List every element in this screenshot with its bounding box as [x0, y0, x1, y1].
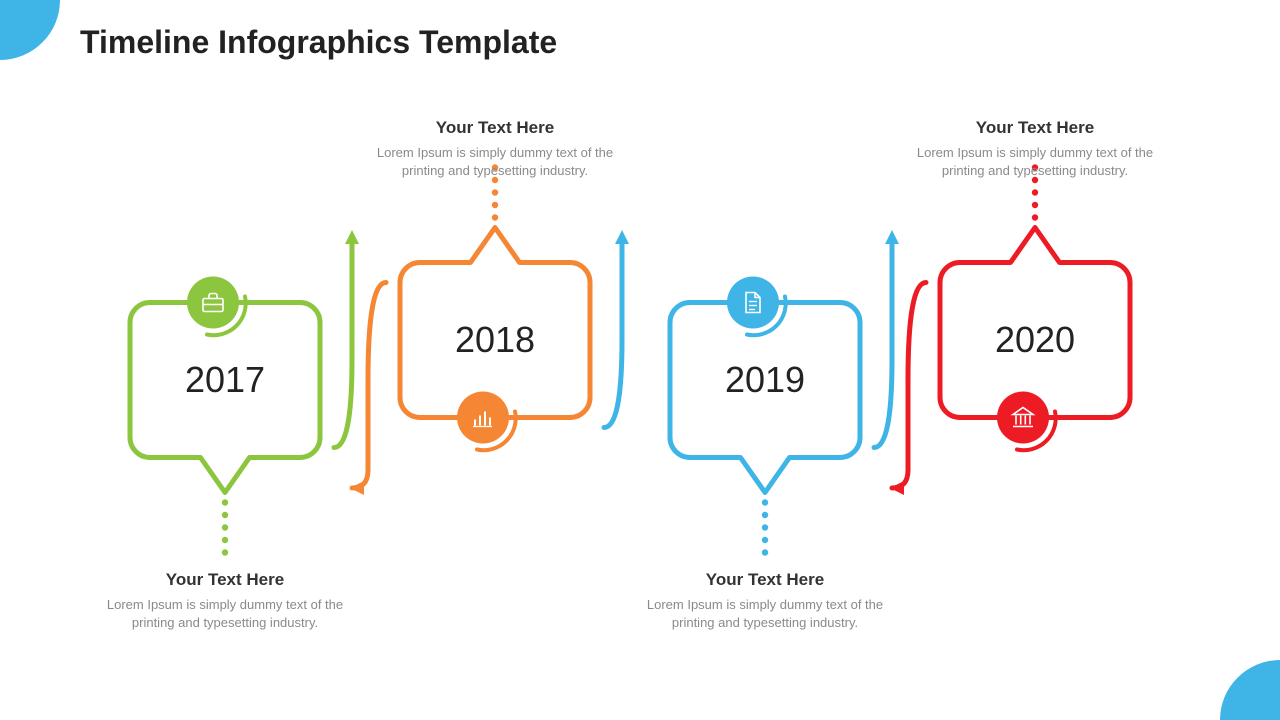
connector-arrow — [334, 242, 352, 448]
trail-dot — [1032, 202, 1038, 208]
trail-dot — [762, 512, 768, 518]
trail-dot — [762, 524, 768, 530]
chart-icon-bg — [457, 392, 509, 444]
connector-arrow — [604, 242, 622, 428]
trail-dot — [222, 499, 228, 505]
trail-dot — [492, 189, 498, 195]
caption-heading: Your Text Here — [95, 570, 355, 590]
timeline-year: 2019 — [725, 359, 805, 400]
timeline-year: 2017 — [185, 359, 265, 400]
caption-heading: Your Text Here — [905, 118, 1165, 138]
trail-dot — [762, 499, 768, 505]
trail-dot — [762, 537, 768, 543]
timeline-year: 2020 — [995, 319, 1075, 360]
timeline-caption: Your Text Here Lorem Ipsum is simply dumm… — [905, 118, 1165, 180]
trail-dot — [222, 537, 228, 543]
caption-body: Lorem Ipsum is simply dummy text of the … — [910, 144, 1160, 180]
trail-dot — [1032, 189, 1038, 195]
trail-dot — [492, 214, 498, 220]
document-icon-bg — [727, 277, 779, 329]
trail-dot — [762, 549, 768, 555]
trail-dot — [492, 202, 498, 208]
trail-dot — [1032, 214, 1038, 220]
timeline-caption: Your Text Here Lorem Ipsum is simply dumm… — [635, 570, 895, 632]
caption-body: Lorem Ipsum is simply dummy text of the … — [370, 144, 620, 180]
caption-body: Lorem Ipsum is simply dummy text of the … — [100, 596, 350, 632]
briefcase-icon-bg — [187, 277, 239, 329]
caption-heading: Your Text Here — [635, 570, 895, 590]
trail-dot — [222, 549, 228, 555]
caption-body: Lorem Ipsum is simply dummy text of the … — [640, 596, 890, 632]
trail-dot — [222, 524, 228, 530]
timeline-caption: Your Text Here Lorem Ipsum is simply dumm… — [95, 570, 355, 632]
trail-dot — [222, 512, 228, 518]
bank-icon-bg — [997, 392, 1049, 444]
connector-arrow — [352, 283, 386, 489]
caption-heading: Your Text Here — [365, 118, 625, 138]
connector-arrow — [892, 283, 926, 489]
timeline-caption: Your Text Here Lorem Ipsum is simply dumm… — [365, 118, 625, 180]
timeline-year: 2018 — [455, 319, 535, 360]
connector-arrow — [874, 242, 892, 448]
